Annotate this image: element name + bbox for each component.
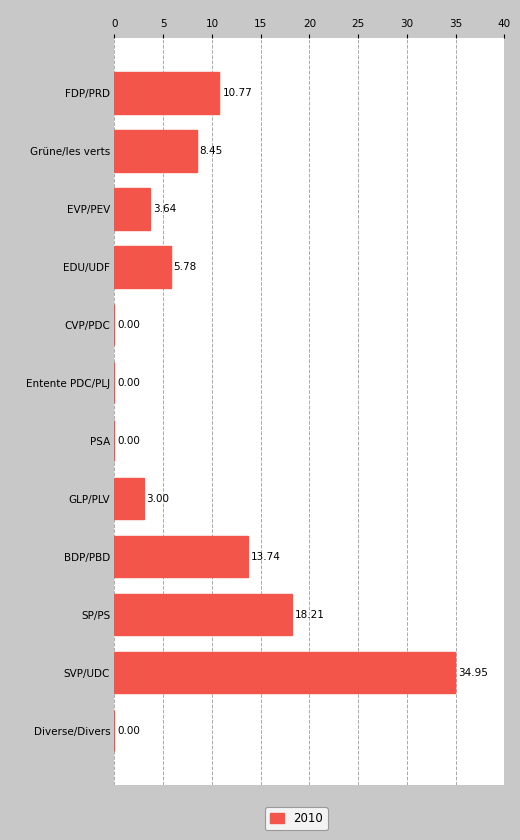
Text: 3.00: 3.00 — [147, 494, 170, 504]
Text: 8.45: 8.45 — [200, 145, 223, 155]
Legend: 2010: 2010 — [265, 807, 328, 830]
Text: 13.74: 13.74 — [251, 552, 281, 562]
Bar — [114, 129, 197, 171]
Bar — [114, 652, 455, 694]
Text: 3.64: 3.64 — [153, 203, 176, 213]
Text: 10.77: 10.77 — [223, 87, 252, 97]
Text: 0.00: 0.00 — [118, 378, 140, 387]
Text: 0.00: 0.00 — [118, 726, 140, 736]
Text: 0.00: 0.00 — [118, 319, 140, 329]
Bar — [114, 188, 150, 229]
Text: 34.95: 34.95 — [458, 668, 488, 678]
Bar — [114, 246, 171, 287]
Bar — [114, 536, 249, 577]
Bar — [114, 594, 292, 635]
Bar — [114, 478, 144, 519]
Text: 18.21: 18.21 — [295, 610, 325, 620]
Bar — [114, 71, 219, 113]
Text: 5.78: 5.78 — [174, 261, 197, 271]
Text: 0.00: 0.00 — [118, 436, 140, 445]
